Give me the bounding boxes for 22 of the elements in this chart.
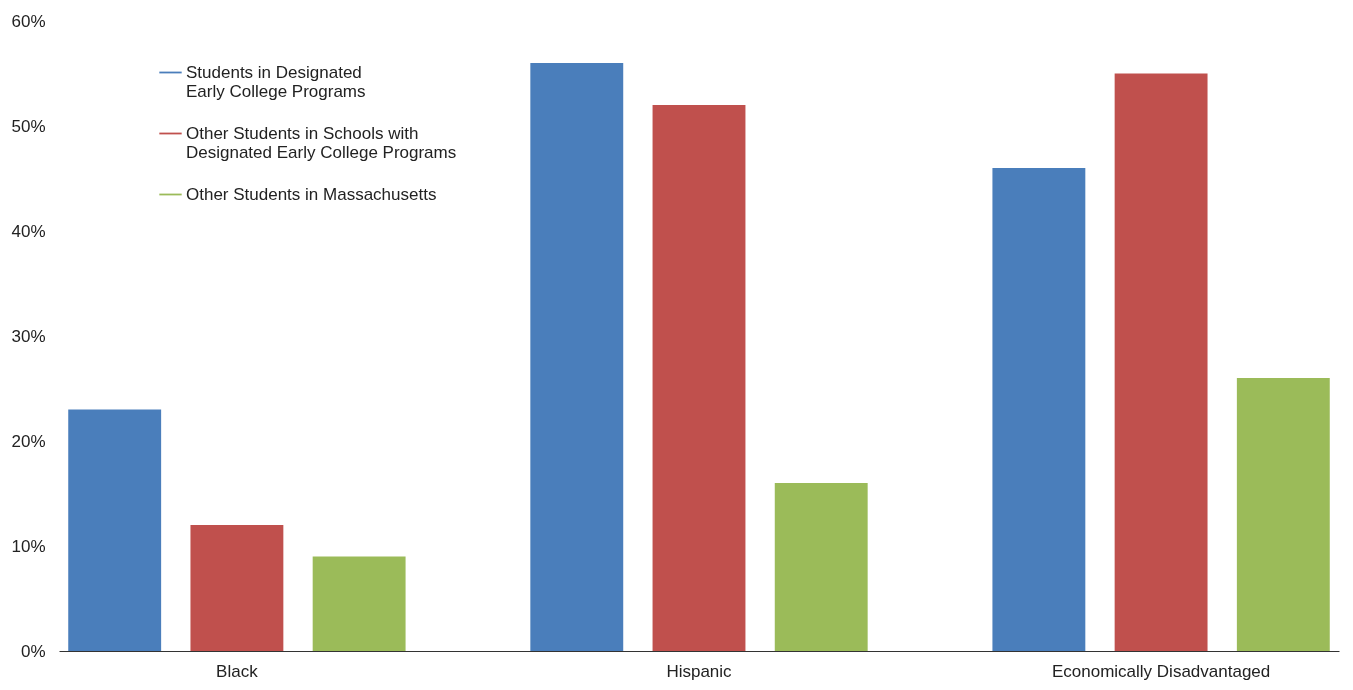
bar [530, 63, 624, 651]
y-tick-label: 40% [11, 221, 46, 241]
bar [652, 105, 746, 651]
y-tick-label: 20% [11, 431, 46, 451]
y-tick-label: 0% [20, 641, 46, 661]
x-tick-label: Hispanic [666, 661, 733, 681]
x-tick-label: Economically Disadvantaged [1051, 661, 1271, 681]
legend-label: Other Students in Massachusetts [186, 184, 437, 204]
bar [992, 168, 1086, 651]
legend-label: Students in Designated Early College Programs [186, 62, 366, 101]
y-tick-label: 50% [11, 116, 46, 136]
bar [312, 556, 406, 651]
bar [68, 409, 162, 651]
y-tick-label: 30% [11, 326, 46, 346]
bar [774, 483, 868, 651]
y-tick-label: 10% [11, 536, 46, 556]
x-tick-label: Black [216, 661, 259, 681]
legend-label: Other Students in Schools with Designated Early College Programs [186, 123, 457, 162]
bar [1114, 73, 1208, 651]
bar [1236, 378, 1330, 651]
bar [190, 525, 284, 651]
y-tick-label: 60% [11, 11, 46, 31]
